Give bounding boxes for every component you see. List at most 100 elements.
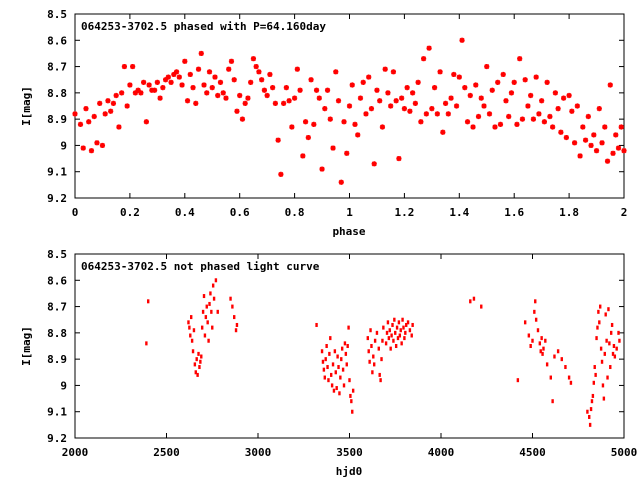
data-point	[333, 349, 337, 354]
y-tick-label: 9.1	[47, 406, 67, 419]
data-point	[604, 158, 611, 164]
data-point	[348, 378, 351, 383]
data-point	[374, 87, 380, 93]
data-point	[582, 137, 589, 143]
data-point	[407, 108, 413, 114]
data-point	[408, 328, 412, 333]
data-point	[381, 338, 384, 343]
data-point	[152, 87, 158, 93]
data-point	[200, 325, 204, 330]
x-tick-label: 1.4	[449, 206, 469, 219]
data-point	[209, 85, 215, 91]
data-point	[429, 106, 435, 112]
data-point	[539, 98, 545, 104]
x-tick-label: 1	[346, 206, 353, 219]
data-point	[193, 362, 197, 367]
data-point	[412, 100, 418, 106]
data-point	[217, 79, 224, 85]
data-point	[534, 317, 538, 322]
data-point	[555, 106, 561, 112]
data-point	[522, 77, 528, 83]
data-point	[229, 296, 232, 301]
data-point	[264, 92, 270, 99]
data-point	[495, 79, 501, 85]
data-point	[162, 77, 169, 83]
data-point	[297, 87, 303, 93]
x-ticks: 2000 2500 3000 3500 4000 4500 5000	[62, 254, 637, 459]
data-point	[536, 328, 540, 333]
y-tick-label: 8.9	[47, 353, 67, 366]
data-point	[344, 351, 348, 356]
data-point	[613, 354, 617, 359]
data-point	[141, 79, 147, 85]
plot-title: 064253-3702.5 not phased light curve	[81, 260, 320, 273]
data-point	[340, 357, 343, 362]
data-point	[590, 399, 594, 404]
data-point	[389, 346, 392, 351]
data-point	[311, 121, 317, 127]
data-point	[541, 119, 547, 125]
data-point	[72, 111, 78, 117]
data-point	[399, 95, 405, 101]
data-point	[187, 320, 190, 325]
data-point	[195, 66, 202, 72]
data-point	[556, 349, 560, 354]
data-point	[339, 375, 342, 380]
data-point	[187, 71, 193, 78]
data-point	[337, 365, 340, 370]
data-point	[324, 87, 331, 93]
data-point	[97, 100, 103, 106]
data-point	[618, 338, 621, 343]
data-point	[124, 103, 130, 109]
data-point	[372, 354, 375, 359]
data-point	[116, 124, 122, 130]
y-tick-label: 9.2	[47, 432, 67, 445]
data-point	[248, 79, 254, 85]
x-tick-label: 2500	[153, 446, 180, 459]
data-point	[540, 336, 543, 341]
data-point	[574, 103, 580, 109]
data-point	[278, 171, 284, 177]
y-tick-label: 9	[60, 139, 67, 152]
data-point	[211, 283, 215, 288]
data-point	[94, 140, 100, 146]
data-point	[214, 278, 218, 283]
data-point	[610, 322, 614, 327]
data-point	[330, 145, 336, 151]
data-point	[216, 309, 219, 314]
data-point	[330, 383, 334, 388]
data-point	[478, 95, 484, 101]
y-tick-label: 8.8	[47, 87, 67, 100]
data-point	[553, 354, 556, 359]
data-point	[196, 372, 199, 377]
data-point	[396, 336, 400, 341]
data-point	[385, 90, 391, 96]
data-point	[541, 351, 544, 356]
data-point	[138, 90, 144, 96]
data-point	[404, 330, 407, 335]
data-point	[130, 63, 136, 70]
data-point	[402, 325, 405, 330]
data-point	[569, 108, 575, 114]
data-point	[340, 346, 344, 351]
data-point	[528, 92, 534, 99]
data-point	[351, 388, 355, 393]
y-tick-label: 8.7	[47, 301, 67, 314]
data-point	[406, 320, 410, 325]
data-point	[143, 119, 149, 125]
data-point	[426, 45, 432, 51]
data-point	[234, 328, 238, 333]
data-point	[338, 391, 341, 396]
data-point	[234, 108, 240, 114]
data-point	[384, 341, 388, 346]
data-point	[253, 63, 259, 70]
data-point	[190, 315, 193, 320]
data-point	[531, 338, 534, 343]
data-point	[179, 82, 185, 88]
data-point	[585, 113, 591, 120]
data-point	[600, 359, 604, 364]
data-point	[462, 85, 468, 91]
data-point	[327, 116, 333, 122]
data-point	[489, 87, 495, 93]
data-point	[119, 90, 125, 96]
